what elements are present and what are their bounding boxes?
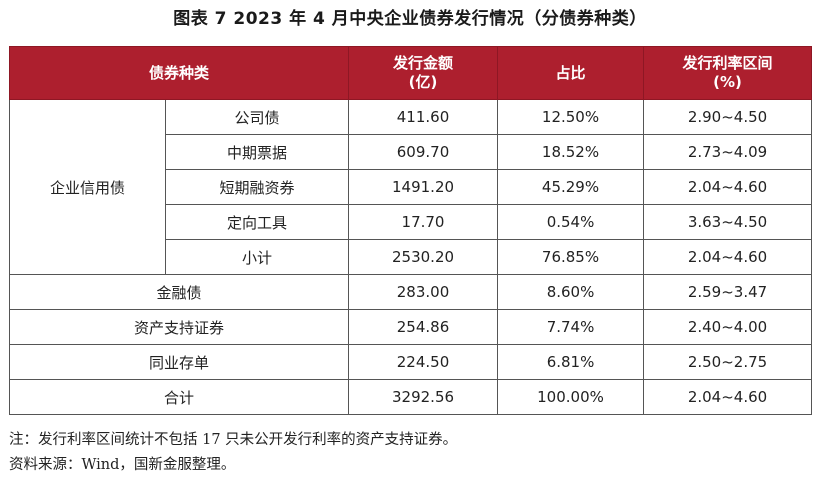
bond-issuance-table: 债券种类 发行金额 (亿) 占比 发行利率区间 (%) 企业信用债 公司债 41… xyxy=(8,46,813,415)
header-row: 债券种类 发行金额 (亿) 占比 发行利率区间 (%) xyxy=(8,46,813,100)
row-amount: 283.00 xyxy=(348,274,499,310)
row-rate: 2.04~4.60 xyxy=(643,239,813,275)
row-rate: 2.59~3.47 xyxy=(643,274,813,310)
table-row: 金融债 283.00 8.60% 2.59~3.47 xyxy=(8,274,813,310)
table-row: 同业存单 224.50 6.81% 2.50~2.75 xyxy=(8,344,813,380)
row-type: 同业存单 xyxy=(8,344,350,380)
row-type: 合计 xyxy=(8,379,350,415)
row-amount: 411.60 xyxy=(348,99,499,135)
row-type: 资产支持证券 xyxy=(8,309,350,345)
row-amount: 609.70 xyxy=(348,134,499,170)
header-rate-line1: 发行利率区间 xyxy=(682,54,773,72)
table-row: 企业信用债 公司债 411.60 12.50% 2.90~4.50 xyxy=(9,99,813,275)
row-type: 金融债 xyxy=(8,274,350,310)
row-amount: 224.50 xyxy=(348,344,499,380)
table-row-total: 合计 3292.56 100.00% 2.04~4.60 xyxy=(8,379,813,415)
row-type: 小计 xyxy=(164,239,350,275)
table-row: 短期融资券 1491.20 45.29% 2.04~4.60 xyxy=(10,169,813,205)
group-label-credit-bonds: 企业信用债 xyxy=(9,99,166,275)
row-amount: 2530.20 xyxy=(348,239,499,275)
row-share: 18.52% xyxy=(497,134,645,170)
row-share: 12.50% xyxy=(497,99,645,135)
footnotes: 注：发行利率区间统计不包括 17 只未公开发行利率的资产支持证券。 资料来源：W… xyxy=(9,428,457,478)
row-share: 76.85% xyxy=(497,239,645,275)
table-row: 资产支持证券 254.86 7.74% 2.40~4.00 xyxy=(8,309,813,345)
row-rate: 2.04~4.60 xyxy=(643,379,813,415)
row-rate: 2.04~4.60 xyxy=(643,169,813,205)
row-share: 6.81% xyxy=(497,344,645,380)
row-type: 定向工具 xyxy=(164,204,350,240)
note-text: 注：发行利率区间统计不包括 17 只未公开发行利率的资产支持证券。 xyxy=(9,432,458,448)
header-amount: 发行金额 (亿) xyxy=(348,46,499,100)
row-rate: 2.50~2.75 xyxy=(643,344,813,380)
row-share: 8.60% xyxy=(497,274,645,310)
header-bond-type: 债券种类 xyxy=(8,46,350,100)
row-amount: 3292.56 xyxy=(348,379,499,415)
row-share: 7.74% xyxy=(497,309,645,345)
table-title: 图表 7 2023 年 4 月中央企业债券发行情况（分债券种类） xyxy=(173,9,647,29)
header-amount-line2: (亿) xyxy=(408,73,438,91)
row-rate: 2.73~4.09 xyxy=(643,134,813,170)
row-rate: 3.63~4.50 xyxy=(643,204,813,240)
row-share: 0.54% xyxy=(497,204,645,240)
row-share: 45.29% xyxy=(497,169,645,205)
row-type: 公司债 xyxy=(164,99,350,135)
row-type: 中期票据 xyxy=(164,134,350,170)
header-rate: 发行利率区间 (%) xyxy=(643,46,813,100)
row-amount: 254.86 xyxy=(348,309,499,345)
table-row: 定向工具 17.70 0.54% 3.63~4.50 xyxy=(10,204,813,240)
header-amount-line1: 发行金额 xyxy=(393,54,454,72)
row-rate: 2.40~4.00 xyxy=(643,309,813,345)
header-rate-line2: (%) xyxy=(713,73,742,91)
row-amount: 17.70 xyxy=(348,204,499,240)
header-share: 占比 xyxy=(497,46,645,100)
row-rate: 2.90~4.50 xyxy=(643,99,813,135)
row-amount: 1491.20 xyxy=(348,169,499,205)
table-row: 中期票据 609.70 18.52% 2.73~4.09 xyxy=(10,134,813,170)
row-share: 100.00% xyxy=(497,379,645,415)
row-type: 短期融资券 xyxy=(164,169,350,205)
source-text: 资料来源：Wind，国新金服整理。 xyxy=(9,457,236,473)
table-row-subtotal: 小计 2530.20 76.85% 2.04~4.60 xyxy=(10,239,813,275)
